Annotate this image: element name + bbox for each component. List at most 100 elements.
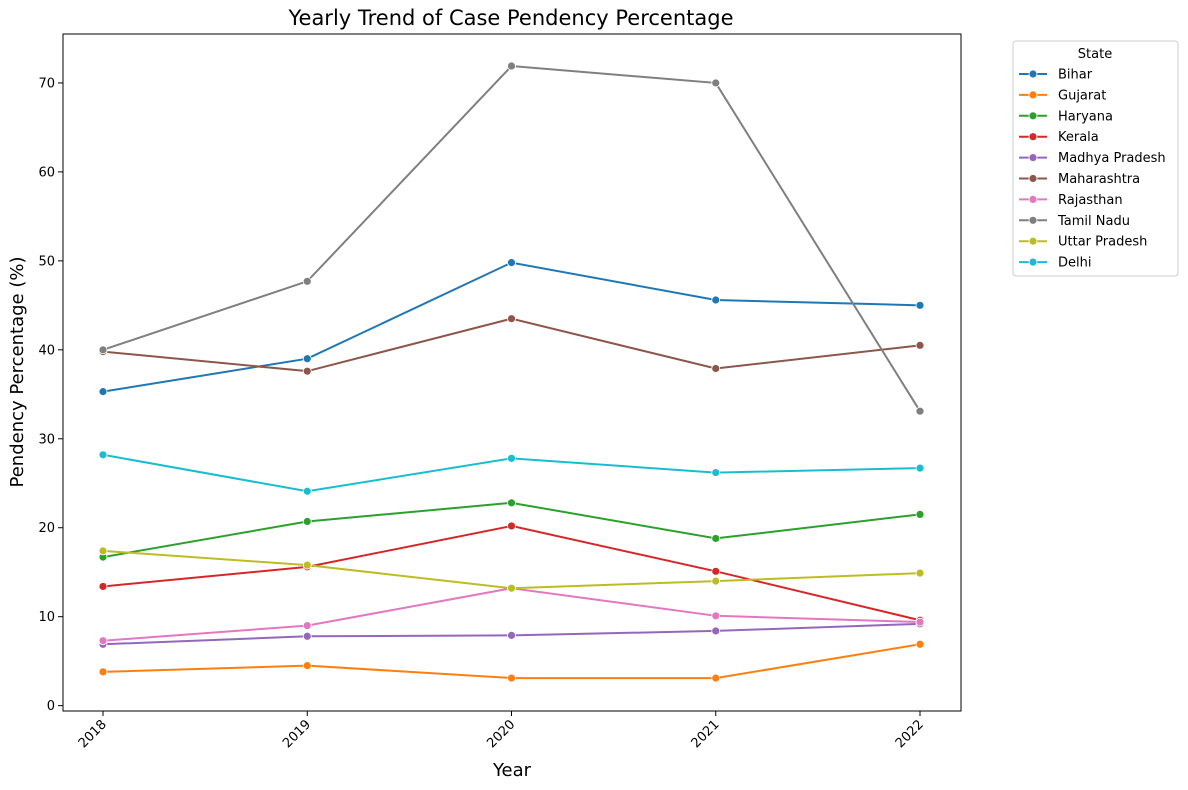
legend-item: Maharashtra [1019, 172, 1140, 187]
legend-label: Gujarat [1058, 88, 1106, 103]
x-axis: 2018 2019 2020 2021 2022 [76, 711, 927, 751]
data-point [915, 568, 925, 578]
y-tick-label: 70 [38, 76, 55, 91]
legend-item: Uttar Pradesh [1019, 235, 1147, 250]
data-point [711, 534, 721, 543]
legend-marker [1028, 69, 1038, 79]
data-point [711, 673, 721, 683]
data-point [507, 630, 516, 640]
series-maharashtra [98, 314, 925, 376]
legend-marker [1028, 236, 1038, 246]
data-point [711, 295, 721, 305]
series-madhya-pradesh [98, 619, 925, 649]
legend-label: Maharashtra [1058, 172, 1140, 187]
data-point [711, 566, 721, 576]
legend-marker [1028, 215, 1038, 225]
x-tick-label: 2020 [484, 717, 518, 751]
data-point [507, 521, 516, 531]
legend-label: Madhya Pradesh [1058, 151, 1166, 166]
data-point [302, 486, 312, 496]
x-axis-label: Year [492, 760, 532, 781]
data-point [711, 78, 721, 88]
plot-frame [62, 33, 962, 712]
data-point [915, 639, 925, 649]
legend-marker [1028, 174, 1038, 183]
series-kerala [98, 521, 925, 625]
legend-item: Delhi [1019, 256, 1091, 271]
y-tick-label: 30 [38, 432, 55, 447]
legend-frame [1012, 40, 1179, 277]
y-tick-label: 20 [38, 521, 55, 536]
data-point [507, 314, 516, 324]
legend-marker [1028, 194, 1038, 204]
data-point [915, 406, 925, 416]
legend-item: Kerala [1019, 130, 1099, 145]
series-haryana [98, 498, 925, 562]
data-point [711, 626, 721, 636]
data-point [507, 583, 516, 593]
x-tick-label: 2019 [280, 717, 314, 751]
data-point [711, 468, 721, 477]
x-tick-label: 2022 [893, 717, 927, 751]
legend-label: Delhi [1058, 256, 1091, 271]
data-point [98, 345, 108, 355]
data-point [507, 258, 516, 268]
data-point [302, 354, 312, 364]
legend-item: Rajasthan [1019, 193, 1123, 208]
legend-item: Bihar [1019, 68, 1093, 83]
data-point [98, 636, 108, 646]
y-tick-label: 10 [38, 610, 55, 625]
y-tick-label: 60 [38, 165, 55, 180]
series-line [102, 549, 921, 590]
y-tick-label: 0 [47, 699, 55, 714]
data-point [302, 621, 312, 630]
y-tick-label: 50 [38, 254, 55, 269]
x-tick-label: 2021 [689, 717, 723, 751]
data-point [302, 560, 312, 570]
data-point [711, 576, 721, 586]
legend-label: Bihar [1058, 68, 1093, 83]
legend-item: Madhya Pradesh [1019, 151, 1166, 166]
legend-label: Kerala [1058, 130, 1099, 145]
data-point [915, 509, 925, 519]
series-line [102, 261, 921, 393]
data-point [98, 546, 108, 556]
series-delhi [98, 450, 925, 496]
legend-item: Gujarat [1019, 88, 1106, 103]
legend-marker [1028, 257, 1038, 267]
legend-label: Tamil Nadu [1057, 214, 1130, 229]
y-axis: 0 10 20 30 40 50 60 70 [38, 76, 63, 714]
legend-items: Bihar Gujarat Haryana Kerala Madhya Pradesh M… [1019, 68, 1166, 271]
series-line [102, 317, 921, 373]
data-point [711, 364, 721, 373]
legend-marker [1028, 153, 1038, 163]
data-point [302, 517, 312, 526]
series-tamil-nadu [98, 61, 925, 416]
series-gujarat [98, 639, 925, 683]
data-point [98, 387, 108, 397]
data-point [302, 276, 312, 286]
legend-marker [1028, 132, 1038, 142]
data-point [98, 582, 108, 591]
legend-title: State [1078, 47, 1112, 62]
legend-label: Rajasthan [1058, 193, 1123, 208]
data-point [711, 611, 721, 621]
legend-marker [1028, 90, 1038, 100]
data-point [507, 61, 516, 71]
data-point [98, 450, 108, 460]
legend-marker [1028, 111, 1038, 121]
series-bihar [98, 258, 925, 397]
y-axis-label: Pendency Percentage (%) [7, 256, 28, 487]
data-point [98, 667, 108, 677]
data-point [915, 463, 925, 473]
data-point [915, 300, 925, 310]
legend-label: Haryana [1058, 109, 1113, 124]
data-point [915, 617, 925, 627]
data-point [507, 673, 516, 683]
data-point [915, 340, 925, 350]
series-line [102, 643, 921, 680]
data-point [302, 631, 312, 641]
data-point [507, 453, 516, 463]
y-tick-label: 40 [38, 343, 55, 358]
